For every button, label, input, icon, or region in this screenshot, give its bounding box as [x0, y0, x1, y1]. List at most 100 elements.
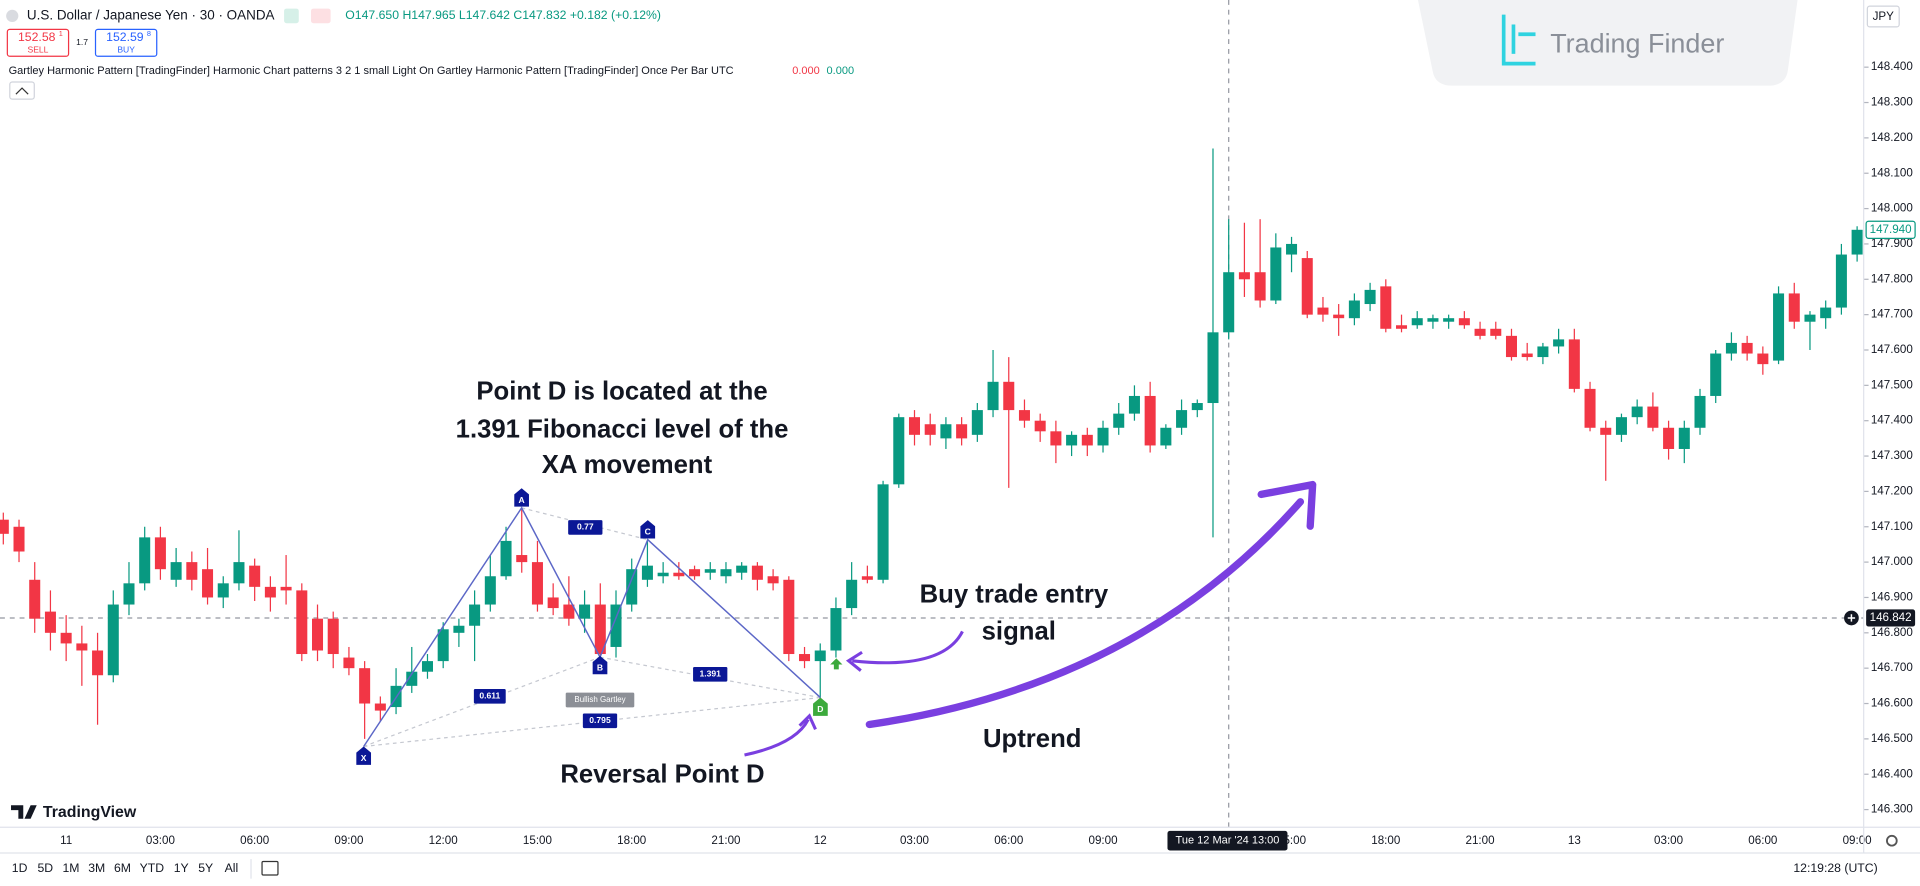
x-tick-label: 18:00 — [1371, 834, 1400, 847]
y-tick-label: 146.500 — [1871, 732, 1913, 745]
x-tick-label: 21:00 — [1466, 834, 1495, 847]
candle-body — [484, 576, 496, 605]
candle-body — [940, 424, 952, 439]
buy-button[interactable] — [94, 28, 158, 57]
status-icon — [311, 8, 331, 24]
ratio-box — [582, 713, 618, 729]
candle-body — [1804, 314, 1816, 322]
candle-body — [1223, 272, 1235, 333]
range-button[interactable]: 3M — [88, 861, 105, 875]
candle-body — [1631, 406, 1643, 418]
x-tick-label: 06:00 — [994, 834, 1023, 847]
quote: O147.650 H147.965 L147.642 C147.832 +0.1… — [345, 8, 661, 22]
x-tick-label: 03:00 — [900, 834, 929, 847]
sell-price-sup: 1 — [59, 29, 63, 38]
range-button[interactable]: 1D — [12, 861, 28, 875]
candle-body — [1647, 406, 1659, 428]
pattern-point-marker — [356, 746, 372, 765]
candle-body — [139, 537, 151, 584]
candle-body — [1678, 427, 1690, 449]
date-range-icon[interactable] — [261, 860, 279, 876]
candle-body — [29, 579, 41, 619]
pattern-point-marker — [813, 697, 828, 716]
x-tick-label: 12 — [814, 834, 827, 847]
sell-label: SELL — [27, 44, 48, 54]
sell-button[interactable] — [6, 28, 70, 57]
candle-body — [1474, 328, 1486, 336]
y-tick-label: 147.700 — [1871, 308, 1913, 321]
candle-body — [657, 572, 669, 577]
indicator: Gartley Harmonic Pattern [TradingFinder]… — [9, 65, 734, 77]
candle-body — [1615, 417, 1627, 435]
candle-body — [1270, 247, 1282, 301]
y-tick-label: 147.800 — [1871, 272, 1913, 285]
range-button[interactable]: 6M — [114, 861, 131, 875]
pattern-point-label: X — [361, 753, 367, 763]
candle-body — [783, 579, 795, 655]
candle-body — [76, 643, 88, 651]
ratio-label: 0.795 — [589, 715, 611, 725]
candle-body — [453, 625, 465, 633]
collapse-button[interactable] — [9, 81, 35, 100]
pattern-name-box — [565, 692, 635, 708]
candle-body — [406, 671, 418, 686]
currency-box[interactable] — [1866, 5, 1900, 28]
candle-body — [1773, 293, 1785, 361]
buy-price-sup: 8 — [147, 29, 151, 38]
range-button[interactable]: 1M — [63, 861, 80, 875]
candle-body — [1458, 318, 1470, 326]
y-tick-label: 146.300 — [1871, 803, 1913, 816]
candle-body — [1710, 353, 1722, 396]
candle-body — [1317, 307, 1329, 315]
indicator-value: 0.000 — [827, 65, 855, 77]
fib-note: Point D is located at the — [476, 378, 767, 406]
pattern-name: Bullish Gartley — [574, 695, 625, 704]
candle-body — [0, 519, 9, 534]
range-button[interactable]: YTD — [140, 861, 165, 875]
candle-body — [1757, 353, 1769, 365]
range-button[interactable]: All — [225, 861, 239, 875]
candle-body — [92, 650, 104, 676]
candle-body — [987, 381, 999, 411]
candle-body — [610, 604, 622, 647]
candle-body — [1505, 335, 1517, 358]
candle-body — [547, 597, 559, 609]
candle-body — [233, 562, 245, 584]
candle-body — [751, 565, 763, 580]
candle-body — [1018, 410, 1030, 421]
x-tick-label: 18:00 — [617, 834, 646, 847]
x-tick-label: 11 — [60, 834, 72, 847]
y-tick-label: 147.000 — [1871, 555, 1913, 568]
range-button[interactable]: 5D — [37, 861, 53, 875]
trend-note: Uptrend — [983, 725, 1081, 753]
ratio-box — [473, 688, 506, 704]
candle-body — [924, 424, 936, 435]
candle-body — [280, 586, 292, 591]
candle-body — [1144, 395, 1156, 446]
brand: TradingView — [43, 804, 137, 821]
candle-body — [1851, 229, 1863, 255]
candle-body — [1788, 293, 1800, 322]
candle-body — [500, 540, 512, 577]
sell-price: 152.58 — [18, 30, 56, 44]
entry-arrowhead — [845, 650, 863, 672]
candle-body — [1584, 388, 1596, 428]
candle-body — [1066, 434, 1078, 446]
x-tick-label: 06:00 — [1748, 834, 1777, 847]
candle-body — [202, 569, 214, 598]
candle-body — [736, 565, 748, 573]
candle-body — [469, 604, 481, 626]
range-button[interactable]: 1Y — [174, 861, 189, 875]
candle-body — [1490, 328, 1502, 336]
x-tick-label: 09:00 — [334, 834, 363, 847]
ratio-label: 0.77 — [577, 522, 594, 532]
settings-icon[interactable] — [1886, 834, 1898, 847]
candle-body — [1333, 314, 1345, 319]
candle-body — [327, 618, 339, 655]
pattern-point-label: B — [597, 662, 603, 672]
candle-body — [312, 618, 324, 651]
y-tick-label: 146.700 — [1871, 661, 1913, 674]
candle-body — [1050, 431, 1062, 446]
range-button[interactable]: 5Y — [198, 861, 213, 875]
